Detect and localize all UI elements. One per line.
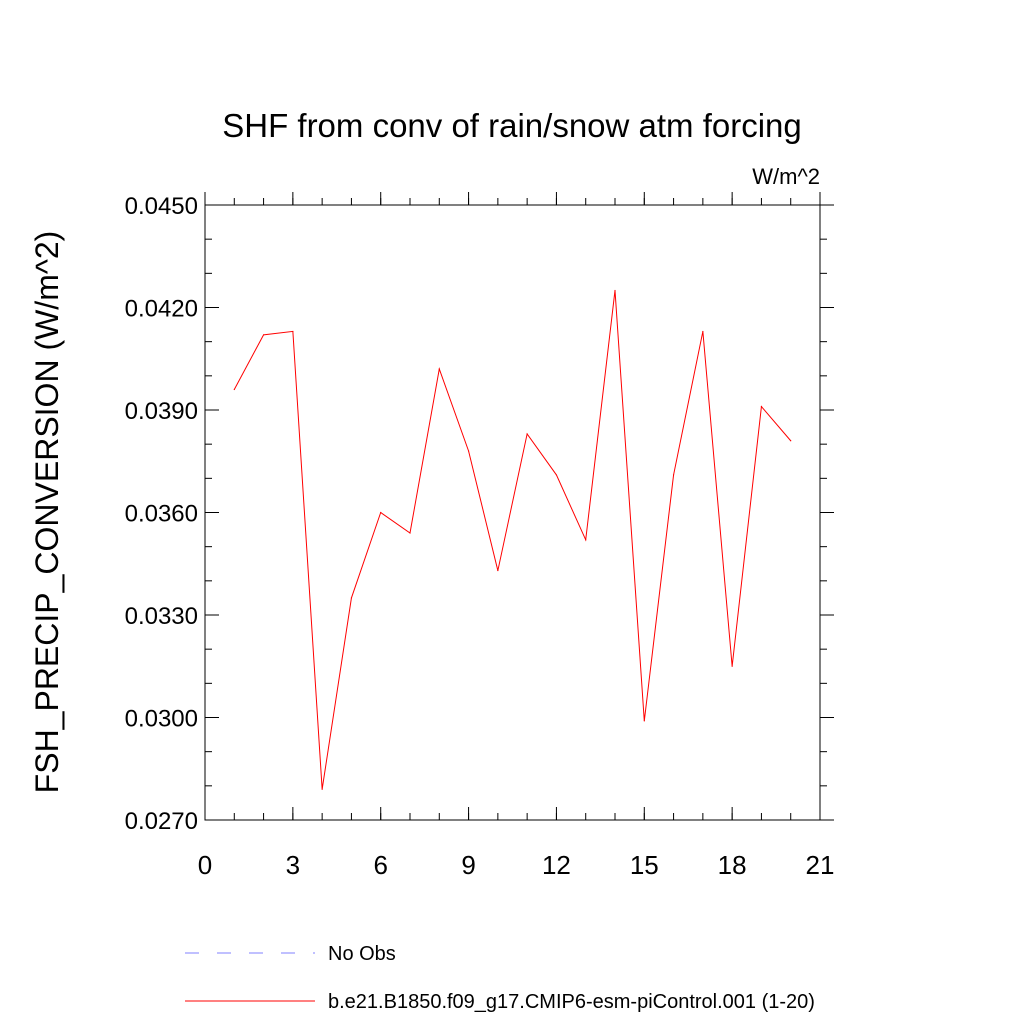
chart-title: SHF from conv of rain/snow atm forcing [222,107,802,144]
plot-frame [204,204,821,821]
y-tick-label: 0.0420 [125,296,198,323]
x-tick-label: 6 [373,850,387,880]
series-point [467,450,470,452]
series-point [438,368,440,370]
x-tick-label: 21 [806,850,835,880]
y-tick-label: 0.0330 [125,603,198,630]
series-point [672,474,675,476]
y-tick-label: 0.0300 [125,706,198,733]
series-point [702,330,704,333]
series-point [585,539,587,541]
series-point [497,569,499,572]
x-tick-label: 3 [286,850,300,880]
series-point [555,474,558,476]
x-tick-label: 15 [630,850,659,880]
series-point [614,289,616,292]
x-tick-label: 18 [718,850,747,880]
series-point [350,597,353,599]
y-axis-title: FSH_PRECIP_CONVERSION (W/m^2) [29,231,65,794]
x-tick-labels: 0 3 6 9 12 15 18 21 [198,850,835,880]
y-tick-label: 0.0270 [125,808,198,835]
series-point [760,405,763,408]
legend-label-model-run: b.e21.B1850.f09_g17.CMIP6-esm-piControl.… [328,991,815,1013]
series-point [233,388,235,391]
y-tick-label: 0.0450 [125,193,198,220]
legend-label-no-obs: No Obs [328,943,396,965]
units-label: W/m^2 [752,164,820,189]
series-layer [233,289,792,790]
major-ticks [204,192,834,821]
series-point [526,433,528,435]
series-point [292,330,294,333]
series-point [731,665,733,667]
y-tick-label: 0.0360 [125,501,198,528]
y-tick-label: 0.0390 [125,398,198,425]
series-point [321,788,323,790]
legend: No Obs b.e21.B1850.f09_g17.CMIP6-esm-piC… [185,943,815,1013]
minor-ticks [204,198,827,821]
x-tick-label: 9 [461,850,475,880]
series-point [380,511,382,514]
series-point [409,532,411,534]
series-line-model-run [233,290,792,790]
series-point [790,440,792,442]
y-tick-labels: 0.0270 0.0300 0.0330 0.0360 0.0390 0.0420 0.04… [125,193,198,835]
series-point [262,334,265,336]
x-tick-label: 0 [198,850,212,880]
x-tick-label: 12 [542,850,571,880]
series-point [643,720,645,722]
